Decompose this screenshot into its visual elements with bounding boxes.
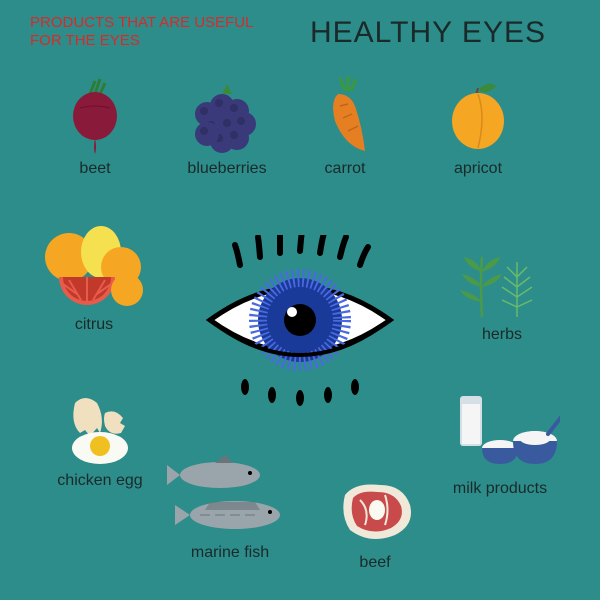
label-herbs: herbs [442,326,562,344]
egg-icon [55,388,145,468]
item-herbs: herbs [442,232,562,344]
label-blueberries: blueberries [172,160,282,178]
item-carrot: carrot [300,76,390,178]
herbs-icon [452,232,552,322]
label-fish: marine fish [160,544,300,562]
beet-icon [60,76,130,156]
label-egg: chicken egg [40,472,160,490]
item-marine-fish: marine fish [160,450,300,562]
apricot-icon [438,76,518,156]
carrot-icon [310,76,380,156]
label-citrus: citrus [34,316,154,334]
label-beef: beef [320,554,430,572]
subtitle-line2: FOR THE EYES [30,32,140,49]
subtitle: PRODUCTS THAT ARE USEFUL FOR THE EYES [30,14,253,50]
label-beet: beet [50,160,140,178]
label-apricot: apricot [428,160,528,178]
infographic-canvas: PRODUCTS THAT ARE USEFUL FOR THE EYES HE… [0,0,600,600]
main-title: HEALTHY EYES [310,16,546,50]
item-chicken-egg: chicken egg [40,388,160,490]
item-beet: beet [50,76,140,178]
eye-icon [180,235,420,415]
fish-icon [165,450,295,540]
item-citrus: citrus [34,222,154,334]
eye-illustration [180,235,420,415]
item-beef: beef [320,470,430,572]
item-apricot: apricot [428,76,528,178]
subtitle-line1: PRODUCTS THAT ARE USEFUL [30,14,253,31]
blueberries-icon [182,76,272,156]
label-carrot: carrot [300,160,390,178]
beef-icon [325,470,425,550]
citrus-icon [39,222,149,312]
label-milk: milk products [430,480,570,498]
item-milk-products: milk products [430,386,570,498]
item-blueberries: blueberries [172,76,282,178]
milk-icon [440,386,560,476]
